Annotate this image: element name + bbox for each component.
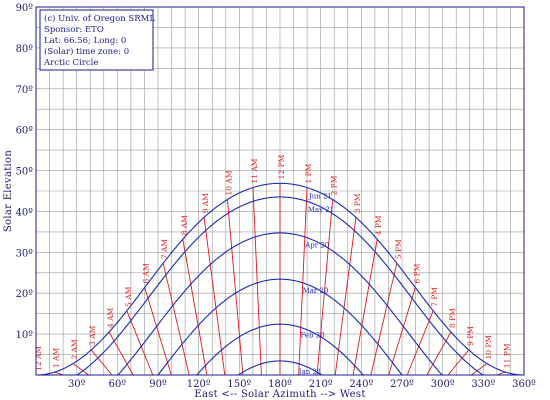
- hour-line: [334, 217, 357, 376]
- hour-line: [90, 349, 113, 376]
- date-curve: [35, 182, 525, 376]
- date-curve: [117, 232, 443, 376]
- x-tick-label: 90º: [149, 379, 167, 390]
- hour-line: [426, 331, 452, 376]
- hour-label: 9 AM: [201, 193, 210, 214]
- hour-label: 1 PM: [304, 163, 313, 183]
- y-tick-label: 40º: [16, 207, 34, 218]
- hour-line: [316, 199, 334, 376]
- hour-label: 6 AM: [142, 263, 151, 284]
- hour-label: 9 PM: [466, 326, 475, 346]
- date-label: Feb 20: [300, 331, 324, 339]
- hour-line: [182, 239, 208, 376]
- hour-label: 5 PM: [394, 239, 403, 259]
- y-axis-label: Solar Elevation: [3, 150, 14, 232]
- hour-label: 4 AM: [106, 307, 115, 328]
- date-label: Mar 20: [303, 287, 329, 295]
- info-line-3: Lat: 66.56; Long: 0: [44, 36, 126, 46]
- hour-label: 5 AM: [124, 286, 133, 307]
- x-tick-label: 210º: [309, 379, 333, 390]
- x-tick-label: 240º: [349, 379, 373, 390]
- date-curve: [195, 323, 365, 376]
- date-label: Apr 20: [304, 241, 329, 249]
- hour-line: [162, 263, 190, 376]
- hour-lines: [54, 183, 506, 376]
- date-curve: [73, 196, 487, 376]
- info-line-1: (c) Univ. of Oregon SRML: [44, 13, 155, 24]
- x-tick-label: 150º: [227, 379, 251, 390]
- x-tick-label: 120º: [187, 379, 211, 390]
- hour-line: [406, 310, 434, 376]
- y-tick-label: 10º: [16, 330, 34, 341]
- hour-label: 12 PM: [277, 154, 286, 179]
- hour-label: 12 AM: [34, 346, 43, 371]
- hour-label: 3 AM: [88, 325, 97, 346]
- y-tick-label: 80º: [16, 44, 34, 55]
- y-tick-label: 20º: [16, 289, 34, 300]
- info-line-2: Sponsor: ETO: [44, 25, 104, 35]
- hour-label: 6 PM: [412, 263, 421, 283]
- date-label: May 21: [308, 206, 334, 214]
- hour-line: [388, 287, 416, 376]
- hour-line: [203, 217, 226, 376]
- plot-frame: [35, 6, 525, 376]
- hour-label: 8 PM: [448, 308, 457, 328]
- x-tick-label: 300º: [431, 379, 455, 390]
- date-curves: [35, 182, 525, 376]
- hour-line: [108, 331, 134, 376]
- hour-line: [144, 287, 172, 376]
- y-tick-label: 90º: [16, 3, 34, 14]
- date-label: Jan 21: [298, 368, 322, 376]
- hour-label: 11 AM: [250, 158, 259, 183]
- hour-labels: 12 AM 1 AM 2 AM 3 AM 4 AM 5 AM 6 AM 7 AM 8 AM 9 A…: [34, 154, 511, 371]
- hour-label: 10 AM: [224, 170, 233, 195]
- hour-line: [252, 187, 262, 376]
- hour-line: [126, 310, 154, 376]
- date-labels: Jun 21 May 21 Apr 20 Mar 20 Feb 20 Jan 21: [298, 192, 334, 376]
- x-axis-label: East <-- Solar Azimuth --> West: [194, 389, 365, 400]
- date-curve: [156, 278, 404, 376]
- hour-label: 7 PM: [430, 287, 439, 307]
- y-tick-label: 30º: [16, 248, 34, 259]
- hour-line: [298, 187, 308, 376]
- x-tick-label: 30º: [68, 379, 86, 390]
- hour-label: 11 PM: [502, 343, 511, 368]
- y-tick-label: 50º: [16, 167, 34, 178]
- x-tick-label: 330º: [471, 379, 495, 390]
- x-tick-label: 60º: [109, 379, 127, 390]
- hour-line: [447, 349, 470, 376]
- y-tick-labels: 10º 20º 30º 40º 50º 60º 70º 80º 90º: [16, 3, 34, 341]
- info-box-frame: [39, 9, 154, 71]
- x-tick-label: 270º: [390, 379, 414, 390]
- info-line-4: (Solar) time zone: 0: [44, 46, 129, 57]
- hour-line: [352, 239, 378, 376]
- hour-line: [226, 199, 244, 376]
- hour-label: 4 PM: [374, 215, 383, 235]
- hour-label: 2 PM: [330, 175, 339, 195]
- hour-label: 8 AM: [180, 215, 189, 236]
- hour-label: 10 PM: [484, 335, 493, 360]
- y-tick-label: 70º: [16, 85, 34, 96]
- hour-line: [72, 363, 89, 376]
- y-tick-label: 60º: [16, 126, 34, 137]
- x-tick-labels: 30º 60º 90º 120º 150º 180º 210º 240º 270º 300º 330…: [68, 379, 536, 390]
- info-line-5: Arctic Circle: [43, 58, 98, 68]
- hour-label: 3 PM: [353, 193, 362, 213]
- date-curve: [235, 360, 325, 376]
- hour-label: 7 AM: [160, 239, 169, 260]
- x-tick-label: 360º: [512, 379, 536, 390]
- info-box: (c) Univ. of Oregon SRML Sponsor: ETO La…: [39, 9, 155, 71]
- x-tick-label: 180º: [268, 379, 292, 390]
- date-label: Jun 21: [308, 192, 332, 200]
- hour-line: [370, 263, 398, 376]
- hour-line: [471, 363, 488, 376]
- hour-label: 2 AM: [70, 339, 79, 360]
- hour-label: 1 AM: [52, 348, 61, 369]
